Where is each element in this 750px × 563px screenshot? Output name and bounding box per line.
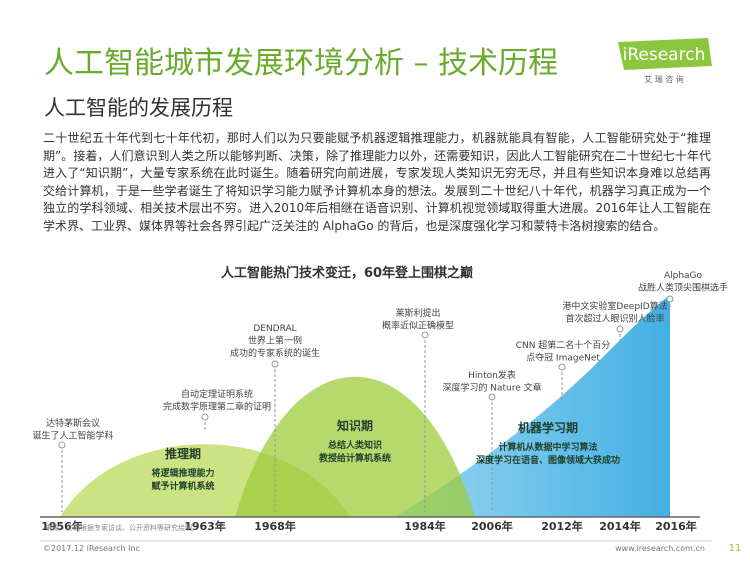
subtitle: 人工智能的发展历程 (44, 96, 233, 120)
period-text: 将逻辑推理能力 (151, 467, 214, 479)
year-label: 2012年 (541, 519, 583, 533)
year-label: 2016年 (655, 519, 697, 533)
event-dot (421, 331, 429, 339)
paragraph: 二十世纪五十年代到七十年代初，那时人们以为只要能赋予机器逻辑推理能力，机器就能具… (43, 131, 711, 233)
event-text: 自动定理证明系统 (181, 388, 253, 400)
event-text: 成功的专家系统的诞生 (230, 347, 320, 359)
event-dot (58, 441, 66, 449)
event-dot (271, 360, 279, 368)
event-dot (616, 325, 624, 333)
event-text: 点夺冠 ImageNet (526, 352, 600, 364)
event-dot (666, 295, 674, 303)
event-text: 深度学习的 Nature 文章 (442, 382, 541, 394)
ml-area (395, 295, 670, 517)
event-text: 完成数学原理第二章的证明 (163, 401, 271, 413)
year-label: 1963年 (184, 519, 226, 533)
event-text: Hinton发表 (468, 369, 516, 381)
event-dot (558, 363, 566, 371)
logo: iResearch (623, 45, 706, 65)
year-label: 2006年 (471, 519, 513, 533)
event-text: 达特茅斯会议 (46, 417, 100, 429)
page-number: 11 (729, 543, 742, 554)
period-name: 知识期 (336, 418, 373, 433)
event-text: 莱斯利提出 (395, 307, 440, 319)
figure-title: 人工智能热门技术变迁，60年登上围棋之巅 (221, 265, 473, 281)
url: www.iresearch.com.cn (615, 544, 705, 553)
event-text: CNN 超第二名十个百分 (516, 339, 611, 351)
period-text: 赋予计算机系统 (151, 480, 214, 492)
event-text: 首次超过人眼识别人脸率 (565, 313, 664, 325)
period-text: 计算机从数据中学习算法 (498, 441, 597, 453)
period-text: 深度学习在语音、图像领域大获成功 (476, 454, 620, 466)
year-label: 1956年 (41, 519, 83, 533)
event-text: 诞生了人工智能学科 (32, 430, 113, 442)
period-text: 教授给计算机系统 (318, 452, 391, 464)
event-text: 港中文实验室DeepID算法 (562, 300, 667, 312)
event-text: 概率近似正确模型 (382, 320, 454, 332)
event-text: AlphaGo (664, 271, 703, 281)
event-text: DENDRAL (253, 324, 296, 334)
event-text: 世界上第一例 (248, 335, 302, 347)
logo-sub: 艾 瑞 咨 询 (644, 74, 684, 84)
year-label: 1968年 (254, 519, 296, 533)
period-name: 机器学习期 (518, 420, 578, 435)
source: 来源：艾瑞根据专家访谈、公开资料等研究绘制。 (45, 523, 199, 532)
period-name: 推理期 (165, 446, 201, 461)
event-text: 战胜人类顶尖围棋选手 (638, 282, 728, 294)
copyright: ©2017.12 iResearch Inc (43, 544, 140, 553)
period-text: 总结人类知识 (328, 439, 382, 451)
event-dot (488, 393, 496, 401)
event-dot (201, 413, 209, 421)
logo-shape (618, 38, 712, 70)
knowledge-hill (235, 376, 475, 517)
year-label: 2014年 (599, 519, 641, 533)
year-label: 1984年 (404, 519, 446, 533)
slide-title: 人工智能城市发展环境分析 – 技术历程 (44, 46, 559, 81)
